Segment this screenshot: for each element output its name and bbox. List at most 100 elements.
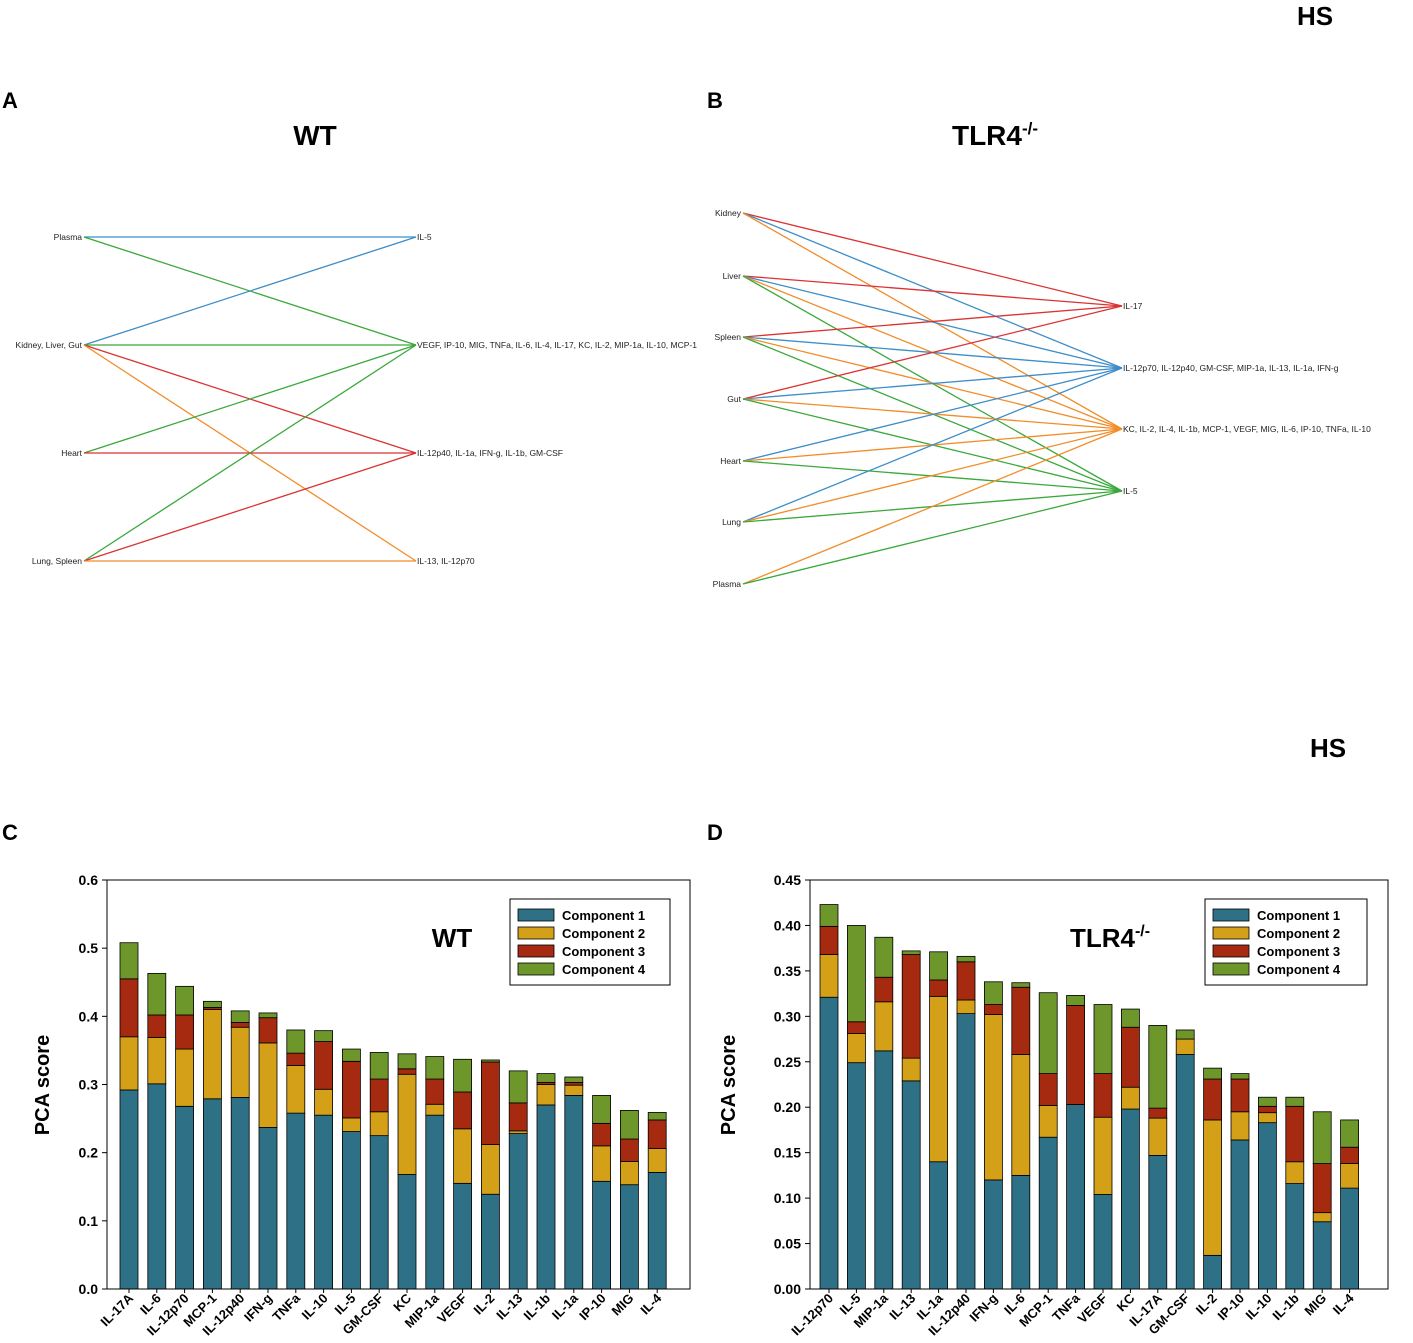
chart-wt-bar-segment (369, 1135, 389, 1290)
chart-wt-bar-segment (230, 1022, 250, 1028)
chart-wt-bar-segment (453, 1091, 473, 1130)
chart-tlr4-x-tick-label: IL-12p70 (788, 1291, 836, 1339)
chart-wt-bar-segment (564, 1076, 584, 1083)
chart-wt-bar-segment (425, 1103, 445, 1116)
chart-tlr4-bar-segment (1285, 1161, 1305, 1184)
chart-tlr4-bar-segment (984, 1014, 1003, 1181)
chart-tlr4-bar-segment (1258, 1122, 1277, 1290)
network-wt-edge (83, 452, 417, 562)
chart-tlr4-bar-segment (1312, 1212, 1332, 1223)
network-tlr4-edge (742, 490, 1123, 585)
chart-wt-bar-segment (202, 1098, 222, 1290)
chart-tlr4-x-tick-label: IL-13 (886, 1291, 918, 1323)
chart-tlr4-bar-segment (1148, 1154, 1168, 1290)
network-wt-left-node: Heart (61, 448, 82, 458)
chart-tlr4-bar-segment (847, 925, 866, 1023)
chart-tlr4-bar-segment (1148, 1107, 1168, 1119)
chart-tlr4-bar-segment (1121, 1108, 1140, 1290)
chart-wt-legend-swatch (517, 926, 555, 940)
panel-letter-b: B (707, 88, 723, 113)
chart-wt-legend-label: Component 2 (562, 926, 645, 941)
chart-tlr4-bar-segment (1038, 1105, 1058, 1138)
chart-tlr4-y-tick-label: 0.25 (774, 1054, 801, 1070)
chart-wt-bar-segment (286, 1112, 306, 1290)
panel-letter-d: D (707, 820, 723, 845)
chart-tlr4-legend-label: Component 2 (1257, 926, 1340, 941)
chart-wt-legend-swatch (517, 962, 555, 976)
chart-wt-bar-segment (286, 1052, 306, 1066)
chart-tlr4-bar-segment (956, 1013, 976, 1290)
chart-wt-bar-segment (620, 1161, 639, 1186)
panel-letter-a: A (2, 88, 18, 113)
chart-wt-y-tick-label: 0.4 (79, 1008, 99, 1024)
chart-wt-bar-segment (647, 1172, 667, 1290)
chart-tlr4-bar-segment (1011, 1174, 1031, 1290)
chart-tlr4-x-tick-label: IL-10 (1242, 1291, 1274, 1323)
network-tlr4-title-main: TLR4 (952, 120, 1022, 151)
chart-tlr4-bar-segment (1093, 1194, 1113, 1290)
chart-tlr4-bar-segment (1066, 995, 1085, 1006)
chart-tlr4-x-tick-label: IL-1b (1269, 1290, 1302, 1323)
chart-tlr4-bar-segment (1011, 986, 1031, 1055)
chart-wt-bar-segment (480, 1193, 500, 1290)
chart-wt-bar-segment (258, 1042, 278, 1128)
chart-tlr4-bar-segment (901, 1057, 921, 1082)
chart-tlr4: IL-12p70 IL-5MIP-1aIL-13IL-1aIL-12p40IFN-… (718, 872, 1389, 1339)
chart-tlr4-bar-segment (929, 951, 948, 981)
chart-wt-bar-segment (341, 1060, 361, 1119)
chart-tlr4-ylabel: PCA score (718, 1035, 740, 1135)
network-tlr4-left-node: Liver (723, 271, 742, 281)
chart-wt-bar-segment (620, 1184, 639, 1290)
network-wt-left-node: Plasma (54, 232, 83, 242)
chart-wt-bar-segment (647, 1112, 667, 1121)
chart-tlr4-bar-segment (819, 954, 839, 998)
chart-wt-x-tick-label: MIG (609, 1291, 637, 1319)
chart-tlr4-frame (809, 879, 1389, 1290)
chart-tlr4-bar-segment (1258, 1112, 1277, 1124)
chart-tlr4-bar-segment (874, 1050, 894, 1290)
network-wt-right-node: IL-12p40, IL-1a, IFN-g, IL-1b, GM-CSF (417, 448, 563, 458)
chart-wt-y-tick-label: 0.5 (79, 940, 99, 956)
chart-wt-bar-segment (397, 1053, 417, 1070)
chart-wt-bar-segment (425, 1114, 445, 1290)
chart-wt-bar-segment (314, 1088, 334, 1116)
chart-wt-bar-segment (647, 1148, 667, 1173)
network-tlr4-left-node: Lung (722, 517, 741, 527)
chart-wt-bar-segment (592, 1180, 611, 1290)
chart-wt-y-tick-label: 0.3 (79, 1077, 99, 1093)
chart-wt-y-tick-label: 0.1 (79, 1213, 99, 1229)
chart-wt-bar-segment (620, 1138, 639, 1162)
chart-wt-y-tick-label: 0.0 (79, 1281, 99, 1297)
chart-tlr4-y-tick-label: 0.30 (774, 1008, 801, 1024)
chart-tlr4-legend-swatch (1212, 926, 1250, 940)
chart-wt-bar-segment (397, 1073, 417, 1175)
chart-tlr4-bar-segment (929, 995, 948, 1163)
chart-wt: IL-17A IL-6IL-12p70MCP-1IL-12p40IFN-gTNFa… (32, 872, 691, 1338)
chart-wt-bar-segment (536, 1084, 556, 1106)
chart-tlr4-title: TLR4-/- (1070, 923, 1150, 953)
chart-tlr4-bar-segment (1038, 1136, 1058, 1290)
chart-wt-bar-segment (536, 1104, 556, 1290)
chart-tlr4-bar-segment (819, 996, 839, 1290)
network-tlr4-edge (742, 367, 1123, 400)
chart-tlr4-legend-label: Component 3 (1257, 944, 1340, 959)
chart-tlr4-bar-segment (1121, 1086, 1140, 1110)
network-tlr4-right-node: IL-5 (1123, 486, 1138, 496)
chart-tlr4-bar-segment (1121, 1026, 1140, 1088)
chart-wt-x-tick-label: IFN-g (241, 1290, 275, 1324)
network-wt-edge (83, 344, 417, 454)
chart-tlr4-x-tick-label: VEGF (1074, 1290, 1110, 1326)
chart-wt-bar-segment (230, 1026, 250, 1098)
chart-tlr4-bar-segment (847, 1062, 866, 1290)
chart-wt-bar-segment (147, 1037, 167, 1085)
chart-tlr4-bar-segment (1038, 1073, 1058, 1106)
chart-wt-x-tick-label: IL-1a (549, 1290, 582, 1323)
chart-tlr4-bar-segment (1258, 1096, 1277, 1107)
chart-tlr4-bar-segment (956, 961, 976, 1001)
chart-tlr4-bar-segment (984, 1004, 1003, 1015)
chart-tlr4-bar-segment (1175, 1054, 1195, 1290)
chart-tlr4-bar-segment (1203, 1119, 1222, 1256)
chart-tlr4-bar-segment (901, 1080, 921, 1290)
chart-wt-bar-segment (480, 1061, 500, 1145)
network-tlr4-left-node: Kidney (715, 208, 742, 218)
